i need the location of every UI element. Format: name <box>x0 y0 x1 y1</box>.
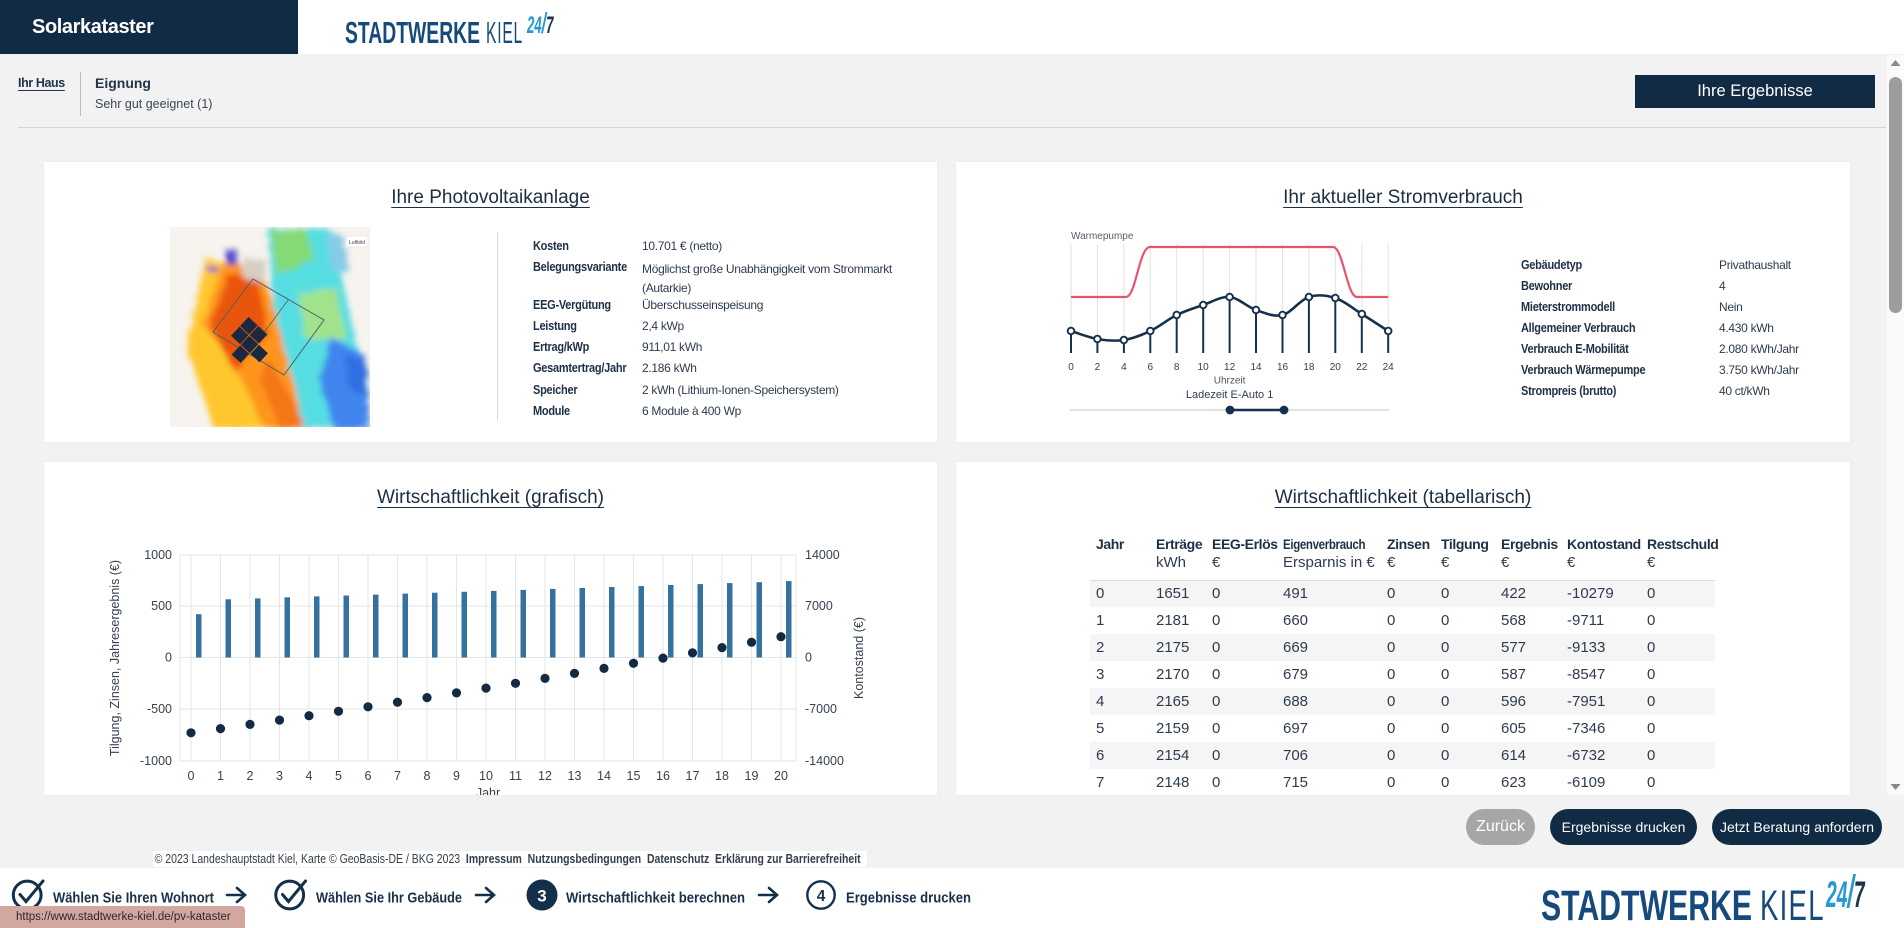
svg-text:3: 3 <box>537 887 546 906</box>
svg-text:6: 6 <box>365 769 372 783</box>
svg-text:19: 19 <box>745 769 759 783</box>
svg-text:24: 24 <box>1383 362 1395 373</box>
svg-text:8: 8 <box>424 769 431 783</box>
svg-text:Warmepumpe: Warmepumpe <box>1071 231 1134 242</box>
svg-text:0: 0 <box>188 769 195 783</box>
svg-text:8: 8 <box>1174 362 1180 373</box>
svg-text:-7000: -7000 <box>805 702 837 716</box>
svg-text:Wählen Sie Ihren Wohnort: Wählen Sie Ihren Wohnort <box>53 890 214 907</box>
svg-text:18: 18 <box>1303 362 1315 373</box>
svg-text:18: 18 <box>715 769 729 783</box>
svg-text:6: 6 <box>1148 362 1154 373</box>
svg-text:0: 0 <box>1068 362 1074 373</box>
svg-text:Tilgung, Zinsen, Jahresergebni: Tilgung, Zinsen, Jahresergebnis (€) <box>108 560 122 756</box>
svg-text:Wirtschaftlichkeit berechnen: Wirtschaftlichkeit berechnen <box>566 890 745 907</box>
svg-text:Luftbild: Luftbild <box>349 240 365 246</box>
svg-text:0: 0 <box>165 651 172 665</box>
svg-text:2: 2 <box>1095 362 1101 373</box>
svg-text:14: 14 <box>597 769 611 783</box>
svg-text:22: 22 <box>1356 362 1368 373</box>
svg-text:Ladezeit E-Auto 1: Ladezeit E-Auto 1 <box>1186 389 1273 401</box>
svg-text:17: 17 <box>686 769 700 783</box>
svg-text:10: 10 <box>1198 362 1210 373</box>
svg-text:12: 12 <box>538 769 552 783</box>
svg-text:-14000: -14000 <box>805 754 844 768</box>
svg-text:12: 12 <box>1224 362 1236 373</box>
svg-text:20: 20 <box>1330 362 1342 373</box>
svg-text:Uhrzeit: Uhrzeit <box>1214 376 1246 387</box>
svg-text:Kontostand (€): Kontostand (€) <box>852 617 866 699</box>
svg-text:7000: 7000 <box>805 599 833 613</box>
svg-text:13: 13 <box>568 769 582 783</box>
svg-text:7: 7 <box>394 769 401 783</box>
svg-text:9: 9 <box>453 769 460 783</box>
svg-text:Jahr: Jahr <box>476 786 500 795</box>
svg-text:1000: 1000 <box>144 548 172 562</box>
svg-text:16: 16 <box>1277 362 1289 373</box>
svg-text:20: 20 <box>774 769 788 783</box>
svg-text:2: 2 <box>247 769 254 783</box>
svg-text:4: 4 <box>817 888 826 905</box>
svg-text:-1000: -1000 <box>140 754 172 768</box>
svg-text:16: 16 <box>656 769 670 783</box>
svg-text:4: 4 <box>306 769 313 783</box>
svg-text:5: 5 <box>335 769 342 783</box>
svg-text:3: 3 <box>276 769 283 783</box>
svg-text:11: 11 <box>509 769 522 783</box>
svg-text:500: 500 <box>151 599 172 613</box>
svg-text:14000: 14000 <box>805 548 840 562</box>
svg-text:1: 1 <box>217 769 224 783</box>
svg-text:Ergebnisse drucken: Ergebnisse drucken <box>846 890 971 907</box>
svg-text:0: 0 <box>805 651 812 665</box>
svg-text:15: 15 <box>627 769 641 783</box>
svg-text:-500: -500 <box>147 702 172 716</box>
svg-text:14: 14 <box>1250 362 1262 373</box>
svg-text:Wählen Sie Ihr Gebäude: Wählen Sie Ihr Gebäude <box>316 890 462 907</box>
svg-text:10: 10 <box>479 769 493 783</box>
svg-text:4: 4 <box>1121 362 1127 373</box>
